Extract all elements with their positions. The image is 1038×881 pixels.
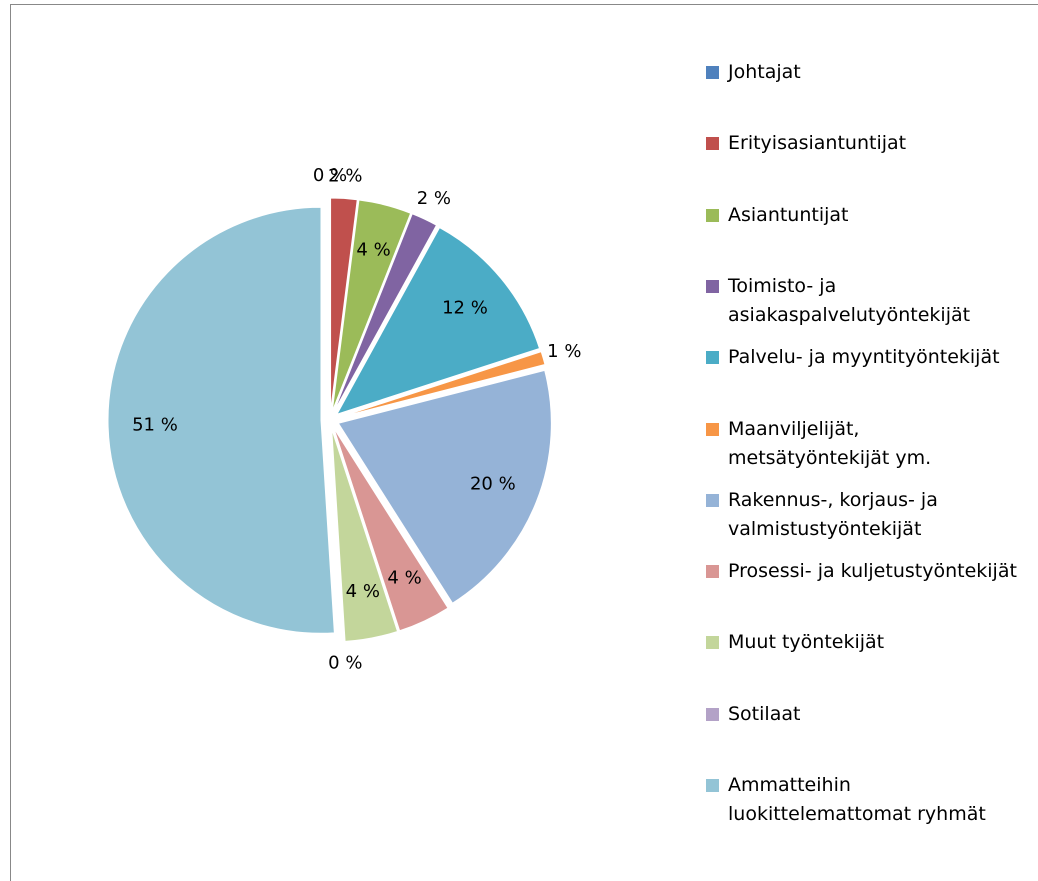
legend-label: Rakennus-, korjaus- ja valmistustyönteki… [728,488,938,540]
legend-swatch [706,422,719,436]
legend-swatch [706,279,719,293]
pie-slice [338,351,546,418]
pie-slice [331,428,399,642]
legend-item: Sotilaat [706,700,1026,729]
legend-swatch [706,779,719,792]
legend-swatch [706,707,719,721]
legend-item: Maanviljelijät, metsätyöntekijät ym. [706,415,1026,473]
legend-item: Asiantuntijat [706,201,1026,230]
legend-label: Erityisasiantuntijat [728,132,907,155]
data-label: 20 % [470,473,516,494]
pie-slice [333,213,438,413]
legend-item: Ammatteihin luokittelemattomat ryhmät [706,771,1026,829]
legend-swatch [706,208,719,222]
legend-label: Palvelu- ja myyntityöntekijät [728,346,1000,369]
pie-slice [331,199,412,412]
data-label: 0 % [328,653,362,674]
legend-item: Erityisasiantuntijat [706,129,1026,158]
legend-item: Johtajat [706,58,1026,87]
data-label: 0 % [313,165,347,186]
legend-swatch [706,636,719,650]
data-label: 2 % [417,188,451,209]
legend-label: Maanviljelijät, metsätyöntekijät ym. [728,417,932,469]
legend-label: Asiantuntijat [728,203,849,226]
legend-item: Palvelu- ja myyntityöntekijät [706,343,1026,372]
legend-item: Rakennus-, korjaus- ja valmistustyönteki… [706,486,1026,544]
data-label: 1 % [547,341,581,362]
legend-item: Muut työntekijät [706,628,1026,657]
pie-slice [107,206,335,634]
legend-swatch [706,565,719,579]
data-label: 2 % [328,165,362,186]
legend-swatch [706,66,719,79]
data-label: 4 % [356,239,390,260]
chart-border [10,4,1038,881]
legend-swatch [706,351,719,365]
data-label: 4 % [346,581,380,602]
legend-label: Johtajat [728,61,801,83]
data-label: 4 % [387,567,421,588]
pie-slice [333,427,449,632]
legend-swatch [706,493,719,507]
data-label: 51 % [132,415,178,436]
pie-slice [335,226,541,416]
legend-item: Toimisto- ja asiakaspalvelutyöntekijät [706,272,1026,330]
pie-slice [330,197,358,412]
legend-label: Toimisto- ja asiakaspalvelutyöntekijät [728,274,971,326]
pie-slice [330,428,345,642]
legend-label: Ammatteihin luokittelemattomat ryhmät [728,774,986,825]
legend-item: Prosessi- ja kuljetustyöntekijät [706,557,1026,586]
legend-label: Sotilaat [728,702,801,725]
data-label: 12 % [442,297,488,318]
legend-swatch [706,137,719,151]
pie-slice [337,369,552,604]
legend-label: Muut työntekijät [728,631,885,654]
legend-label: Prosessi- ja kuljetustyöntekijät [728,560,1017,583]
